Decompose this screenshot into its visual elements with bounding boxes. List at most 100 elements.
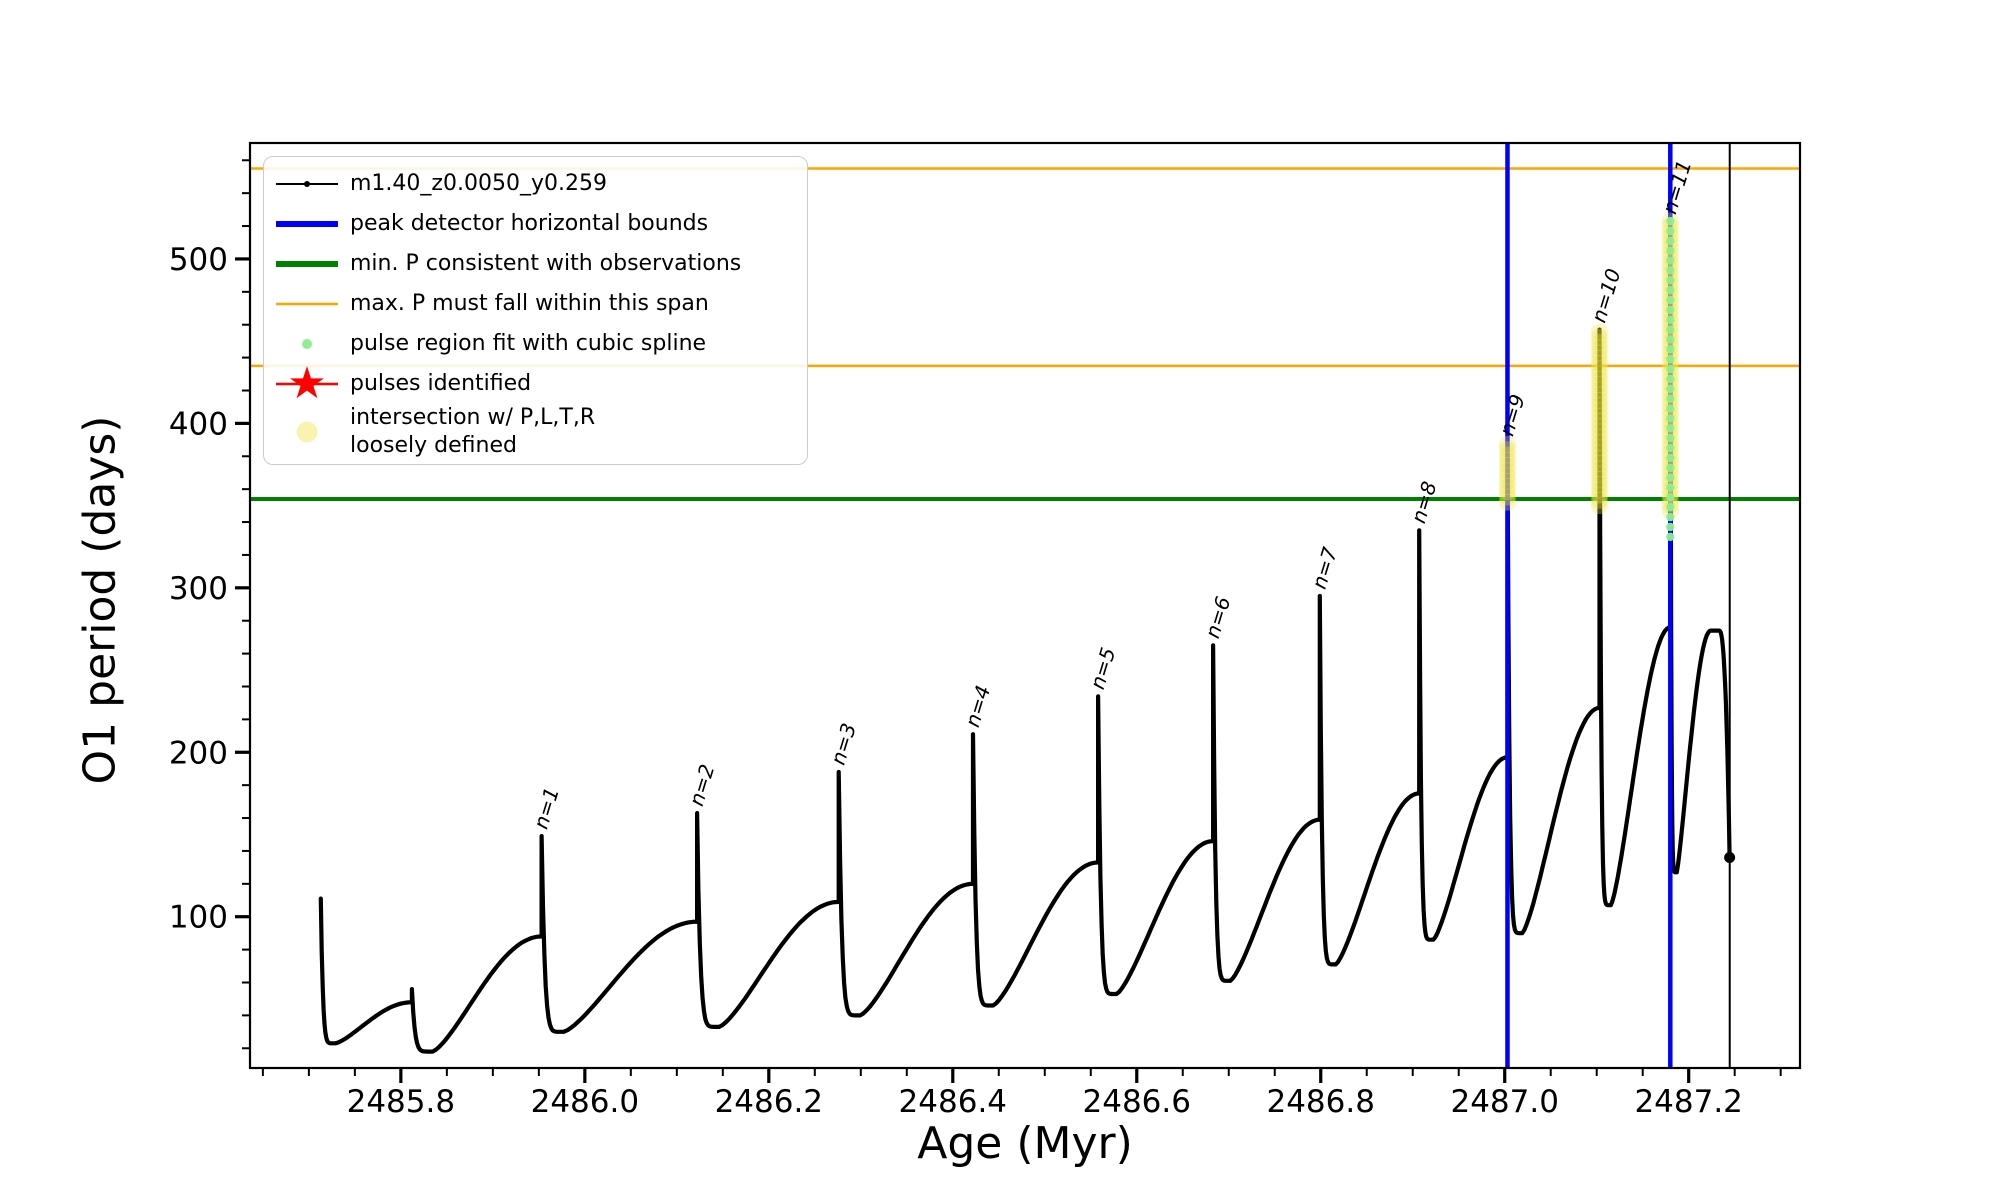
y-tick-label: 100 xyxy=(169,900,228,936)
intersection-marker xyxy=(1590,381,1608,399)
intersection-marker xyxy=(1498,435,1516,453)
pulse-label: n=1 xyxy=(529,784,564,831)
spline-fit-marker xyxy=(1666,483,1675,492)
intersection-marker xyxy=(1590,460,1608,478)
spline-dot-icon xyxy=(264,324,350,364)
intersection-marker xyxy=(1590,439,1608,457)
x-tick-label: 2486.8 xyxy=(1266,1084,1374,1120)
x-tick-label: 2485.8 xyxy=(347,1084,455,1120)
intersection-marker xyxy=(1498,483,1516,501)
intersection-marker xyxy=(1590,423,1608,441)
pulse-label: n=3 xyxy=(826,720,861,767)
intersection-marker xyxy=(1590,455,1608,473)
pulse-label: n=2 xyxy=(684,761,719,808)
series-line-icon xyxy=(264,164,350,204)
intersection-marker xyxy=(1590,486,1608,504)
x-tick-label: 2487.0 xyxy=(1450,1084,1558,1120)
intersection-marker xyxy=(1590,333,1608,351)
intersection-marker xyxy=(1498,451,1516,469)
intersection-marker xyxy=(1661,217,1679,235)
y-tick-label: 500 xyxy=(169,242,228,278)
spline-fit-marker xyxy=(1666,295,1675,305)
pulse-label: n=5 xyxy=(1085,645,1120,692)
pulse-label: n=4 xyxy=(960,682,995,729)
intersection-marker xyxy=(1590,339,1608,357)
y-tick-label: 300 xyxy=(169,571,228,607)
intersection-marker xyxy=(1590,497,1608,515)
legend-entry: ★ pulses identified xyxy=(264,364,807,404)
legend-entry: intersection w/ P,L,T,R loosely defined xyxy=(264,404,807,459)
intersection-marker xyxy=(1590,328,1608,346)
pulse-marker-column xyxy=(1661,212,1679,542)
bound-line-icon xyxy=(264,244,350,284)
spline-fit-marker xyxy=(1666,443,1675,453)
y-axis-label: O1 period (days) xyxy=(74,415,126,785)
intersection-marker xyxy=(1590,481,1608,499)
legend-label: min. P consistent with observations xyxy=(350,251,742,277)
intersection-marker xyxy=(1590,376,1608,394)
intersection-marker xyxy=(1498,493,1516,511)
spline-fit-marker xyxy=(1666,355,1675,364)
intersection-marker xyxy=(1590,470,1608,488)
intersection-marker xyxy=(1590,407,1608,425)
spline-fit-marker xyxy=(1666,285,1675,295)
intersection-marker xyxy=(1590,323,1608,341)
intersection-marker xyxy=(1590,465,1608,483)
intersection-marker xyxy=(1661,444,1679,462)
intersection-marker xyxy=(1498,441,1516,459)
pulse-label: n=8 xyxy=(1406,479,1441,526)
spline-fit-marker xyxy=(1666,394,1675,403)
intersection-marker xyxy=(1590,449,1608,467)
spline-fit-marker xyxy=(1666,335,1675,344)
svg-text:★: ★ xyxy=(287,364,326,404)
legend-entry: min. P consistent with observations xyxy=(264,244,807,284)
intersection-marker xyxy=(1590,412,1608,430)
intersection-marker xyxy=(1498,488,1516,506)
legend-label: pulses identified xyxy=(350,371,532,397)
intersection-marker xyxy=(1498,478,1516,496)
intersection-marker xyxy=(1590,433,1608,451)
spline-fit-marker xyxy=(1666,315,1675,324)
intersection-marker xyxy=(1590,360,1608,378)
span-line-icon xyxy=(264,284,350,324)
plot-frame xyxy=(248,141,1802,1070)
intersection-dot-icon xyxy=(264,412,350,452)
spline-fit-marker xyxy=(1666,463,1675,472)
spline-fit-marker xyxy=(1666,384,1675,394)
spline-fit-marker xyxy=(1666,305,1675,315)
intersection-marker xyxy=(1590,349,1608,367)
intersection-marker xyxy=(1590,418,1608,436)
spline-fit-marker xyxy=(1666,414,1675,423)
spline-fit-marker xyxy=(1666,364,1675,374)
y-tick-label: 200 xyxy=(169,735,228,771)
spline-fit-marker xyxy=(1666,276,1675,285)
intersection-marker xyxy=(1661,365,1679,383)
intersection-marker xyxy=(1590,428,1608,446)
y-tick-label: 400 xyxy=(169,406,228,442)
intersection-marker xyxy=(1661,375,1679,393)
intersection-marker xyxy=(1590,444,1608,462)
x-tick-label: 2486.4 xyxy=(899,1084,1007,1120)
intersection-marker xyxy=(1590,355,1608,373)
legend-box: m1.40_z0.0050_y0.259 peak detector horizo… xyxy=(263,156,808,465)
intersection-marker xyxy=(1590,344,1608,362)
pulse-label: n=6 xyxy=(1200,594,1235,641)
x-tick-label: 2486.0 xyxy=(531,1084,639,1120)
intersection-marker xyxy=(1661,454,1679,472)
spline-fit-marker xyxy=(1666,236,1675,246)
intersection-marker xyxy=(1590,370,1608,388)
spline-fit-marker xyxy=(1666,266,1675,275)
legend-label: max. P must fall within this span xyxy=(350,291,709,317)
series-curve xyxy=(318,219,1732,1054)
spline-fit-marker xyxy=(1666,503,1675,512)
legend-entry: pulse region fit with cubic spline xyxy=(264,324,807,364)
spline-fit-marker xyxy=(1666,512,1675,522)
intersection-marker xyxy=(1498,467,1516,485)
spline-fit-marker xyxy=(1666,522,1675,532)
intersection-marker xyxy=(1661,296,1679,314)
pulse-label: n=11 xyxy=(1657,157,1696,217)
legend-entry: max. P must fall within this span xyxy=(264,284,807,324)
intersection-marker xyxy=(1498,456,1516,474)
intersection-marker xyxy=(1590,476,1608,494)
